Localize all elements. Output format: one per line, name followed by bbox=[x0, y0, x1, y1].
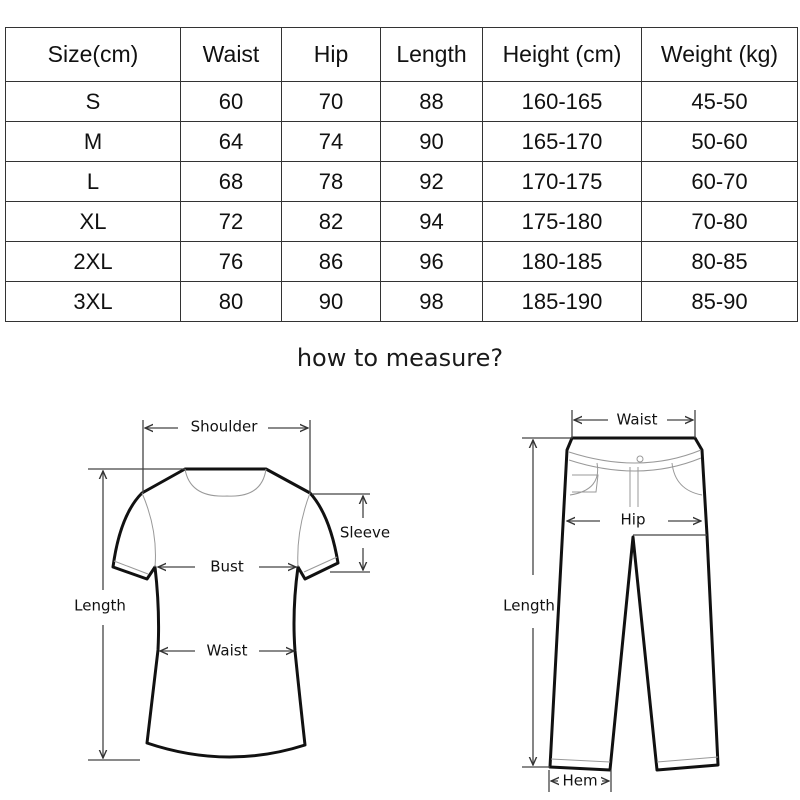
shirt-length-label: Length bbox=[74, 597, 126, 615]
column-header: Hip bbox=[281, 27, 381, 82]
table-cell: 90 bbox=[281, 281, 381, 322]
table-row: XL 72 82 94 175-180 70-80 bbox=[5, 201, 798, 242]
table-cell: 50-60 bbox=[641, 121, 798, 162]
table-cell: 94 bbox=[380, 201, 483, 242]
table-cell: 96 bbox=[380, 241, 483, 282]
button-icon bbox=[636, 455, 644, 463]
table-cell: 68 bbox=[180, 161, 282, 202]
column-header: Size(cm) bbox=[5, 27, 181, 82]
column-header: Weight (kg) bbox=[641, 27, 798, 82]
column-header: Waist bbox=[180, 27, 282, 82]
table-cell: 88 bbox=[380, 81, 483, 122]
table-cell: 165-170 bbox=[482, 121, 642, 162]
table-cell: 185-190 bbox=[482, 281, 642, 322]
hem-label: Hem bbox=[562, 772, 597, 790]
table-cell: 170-175 bbox=[482, 161, 642, 202]
table-cell: 80-85 bbox=[641, 241, 798, 282]
size-chart-table: Size(cm) Waist Hip Length Height (cm) Weight … bbox=[5, 27, 798, 322]
table-cell: 85-90 bbox=[641, 281, 798, 322]
table-cell: 70 bbox=[281, 81, 381, 122]
table-cell: L bbox=[5, 161, 181, 202]
table-cell: XL bbox=[5, 201, 181, 242]
table-cell: 92 bbox=[380, 161, 483, 202]
table-cell: 175-180 bbox=[482, 201, 642, 242]
table-cell: 3XL bbox=[5, 281, 181, 322]
table-cell: 70-80 bbox=[641, 201, 798, 242]
table-cell: 76 bbox=[180, 241, 282, 282]
bust-label: Bust bbox=[210, 558, 244, 576]
table-cell: 86 bbox=[281, 241, 381, 282]
how-to-measure-title: how to measure? bbox=[296, 344, 504, 372]
table-cell: 45-50 bbox=[641, 81, 798, 122]
shirt-waist-label: Waist bbox=[207, 642, 248, 660]
table-row: 3XL 80 90 98 185-190 85-90 bbox=[5, 281, 798, 322]
sleeve-label: Sleeve bbox=[340, 524, 390, 542]
pants-waistband bbox=[568, 449, 702, 472]
tshirt-diagram: Shoulder Length Sleeve Bust Waist bbox=[74, 418, 390, 761]
pants-outline bbox=[548, 436, 720, 772]
table-cell: 74 bbox=[281, 121, 381, 162]
pants-waist-label: Waist bbox=[617, 411, 658, 429]
table-row: 2XL 76 86 96 180-185 80-85 bbox=[5, 241, 798, 282]
tshirt-collar bbox=[184, 468, 267, 497]
table-cell: 60-70 bbox=[641, 161, 798, 202]
table-cell: 98 bbox=[380, 281, 483, 322]
tshirt-outline bbox=[111, 467, 340, 759]
table-cell: 80 bbox=[180, 281, 282, 322]
pants-diagram: Waist Length Hip Hem bbox=[503, 410, 720, 792]
table-row: M 64 74 90 165-170 50-60 bbox=[5, 121, 798, 162]
shoulder-label: Shoulder bbox=[191, 418, 259, 436]
hip-label: Hip bbox=[621, 511, 646, 529]
table-cell: 160-165 bbox=[482, 81, 642, 122]
pants-length-label: Length bbox=[503, 597, 555, 615]
